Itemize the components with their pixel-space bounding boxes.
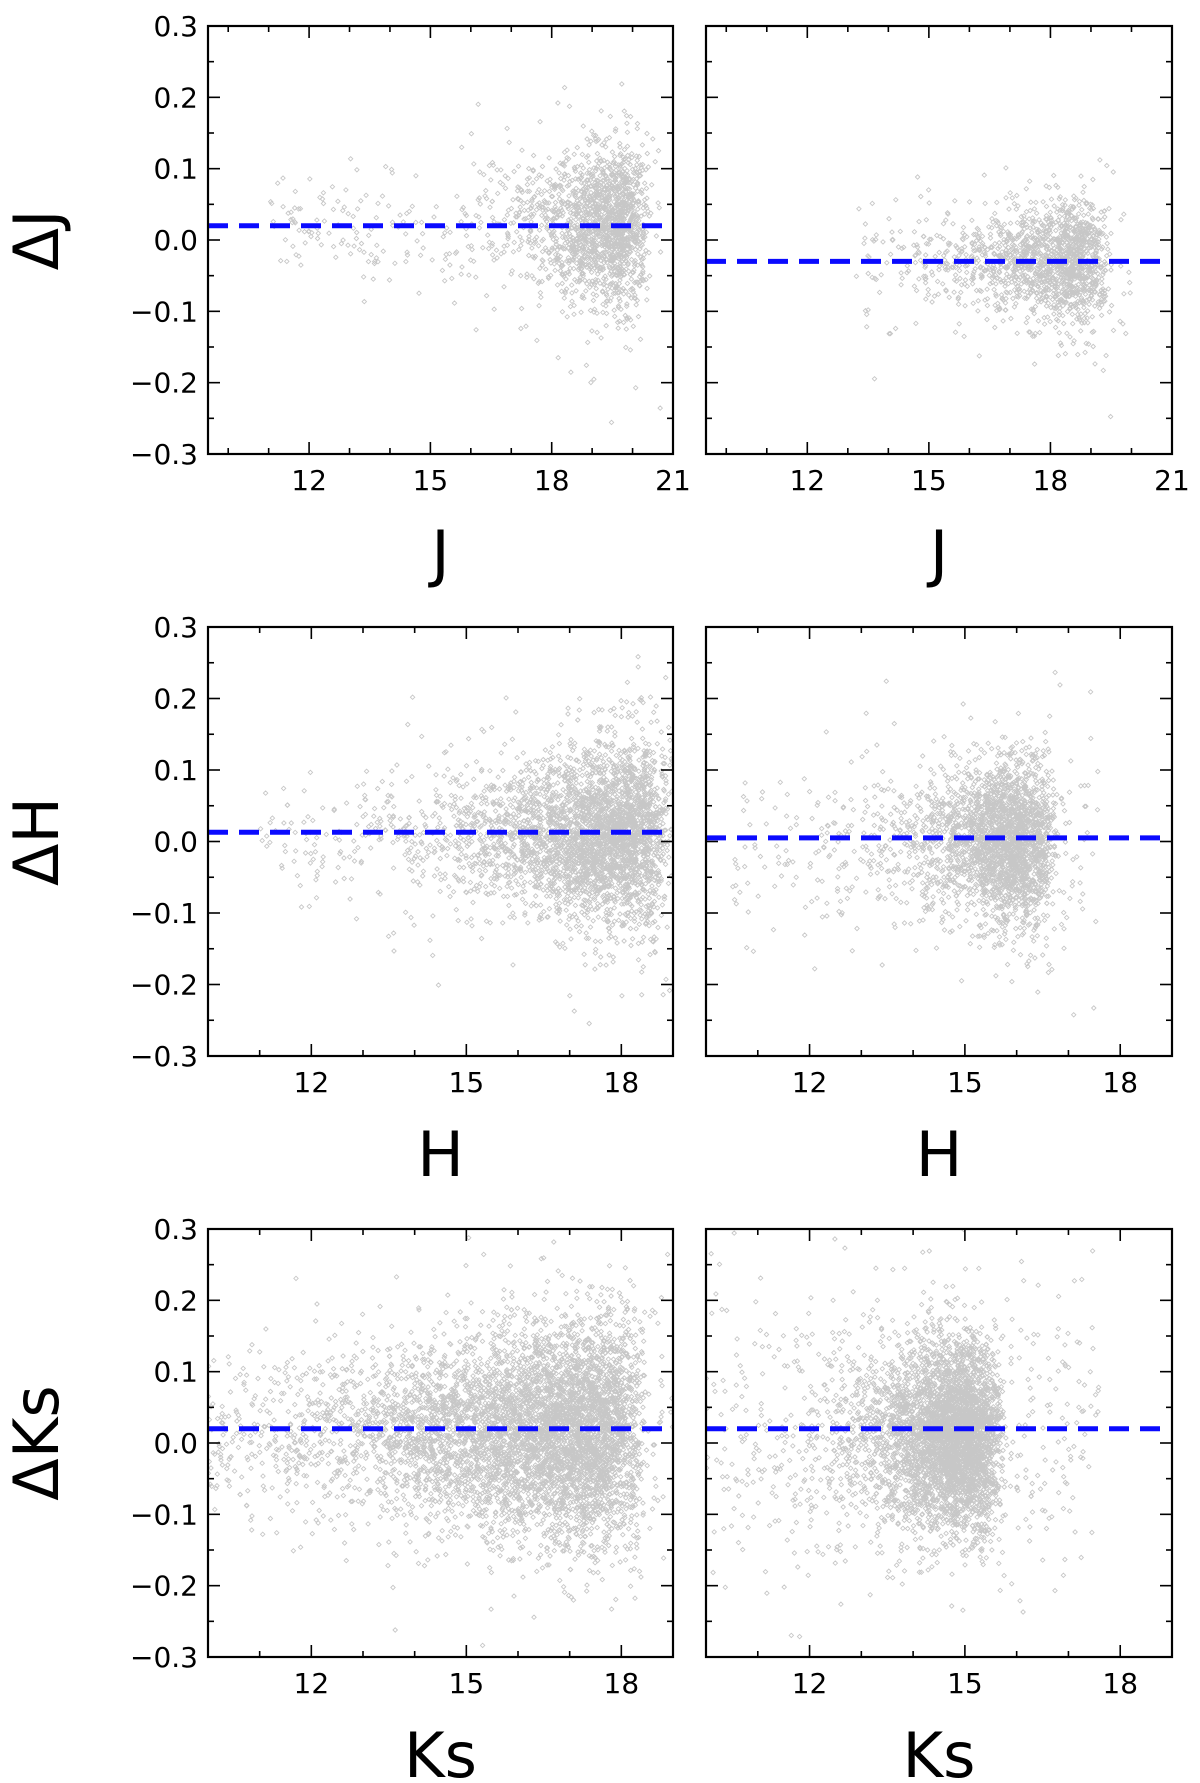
x-tick-label: 12 bbox=[792, 1066, 828, 1099]
scatter-points bbox=[853, 157, 1134, 420]
scatter-points bbox=[267, 81, 664, 426]
panel-5: 12 15 18 Ks bbox=[704, 1227, 1174, 1783]
y-tick-label: −0.1 bbox=[130, 897, 198, 930]
y-tick-label: −0.3 bbox=[130, 1040, 198, 1073]
y-tick-label: 0.0 bbox=[153, 826, 198, 859]
y-tick-label: 0.1 bbox=[153, 754, 198, 787]
y-tick-label: 0.2 bbox=[153, 683, 198, 716]
y-tick-label: 0.2 bbox=[153, 81, 198, 114]
y-tick-label: −0.1 bbox=[130, 1498, 198, 1531]
y-tick-label: 0.3 bbox=[153, 1213, 198, 1246]
x-tick-label: 15 bbox=[947, 1066, 983, 1099]
y-tick-label: 0.1 bbox=[153, 153, 198, 186]
y-tick-label: −0.1 bbox=[130, 295, 198, 328]
x-tick-label: 12 bbox=[294, 1066, 330, 1099]
y-axis-label: ΔKs bbox=[0, 1385, 73, 1500]
plot-frame bbox=[704, 24, 1174, 456]
y-tick-label: 0.3 bbox=[153, 10, 198, 43]
plot-frame bbox=[704, 625, 1174, 1058]
x-tick-label: 15 bbox=[449, 1066, 485, 1099]
scatter-point-markers bbox=[267, 81, 664, 426]
y-axis-label: ΔJ bbox=[0, 210, 73, 271]
y-tick-label: −0.3 bbox=[130, 438, 198, 471]
x-tick-label: 15 bbox=[413, 464, 449, 497]
y-tick-label: −0.2 bbox=[130, 367, 198, 400]
y-axis-label: ΔH bbox=[0, 797, 73, 886]
scatter-point-markers bbox=[208, 1234, 673, 1649]
x-axis-label: Ks bbox=[404, 1719, 477, 1783]
scatter-point-markers bbox=[853, 157, 1134, 420]
x-tick-label: 18 bbox=[1102, 1066, 1138, 1099]
x-tick-label: 15 bbox=[911, 464, 947, 497]
y-tick-label: −0.2 bbox=[130, 969, 198, 1002]
x-tick-label: 12 bbox=[789, 464, 825, 497]
scatter-points bbox=[729, 669, 1101, 1018]
y-tick-label: −0.2 bbox=[130, 1570, 198, 1603]
x-tick-label: 12 bbox=[294, 1667, 330, 1700]
x-tick-label: 21 bbox=[655, 464, 691, 497]
x-tick-label: 21 bbox=[1154, 464, 1190, 497]
panel-3: 12 15 18 H bbox=[704, 625, 1174, 1191]
x-tick-label: 15 bbox=[449, 1667, 485, 1700]
y-tick-label: 0.3 bbox=[153, 611, 198, 644]
scatter-point-markers bbox=[729, 669, 1101, 1018]
y-tick-label: −0.3 bbox=[130, 1641, 198, 1674]
x-axis-label: J bbox=[427, 517, 449, 590]
scatter-points bbox=[257, 653, 673, 1027]
x-tick-label: 18 bbox=[604, 1066, 640, 1099]
scatter-point-markers bbox=[706, 1229, 1102, 1640]
panel-2: 12 15 18 −0.3 −0.2 −0.1 0.0 0.1 0.2 0.3 H ΔH bbox=[0, 611, 675, 1191]
panel-4: 12 15 18 −0.3 −0.2 −0.1 0.0 0.1 0.2 0.3 Ks ΔKs bbox=[0, 1213, 675, 1783]
x-axis-label: Ks bbox=[903, 1719, 976, 1783]
y-tick-label: 0.2 bbox=[153, 1284, 198, 1317]
scatter-point-markers bbox=[257, 653, 673, 1027]
x-axis-label: J bbox=[926, 517, 948, 590]
x-tick-label: 12 bbox=[792, 1667, 828, 1700]
x-tick-label: 18 bbox=[1033, 464, 1069, 497]
panel-0: 12 15 18 21 −0.3 −0.2 −0.1 0.0 0.1 0.2 0.3 J ΔJ bbox=[0, 10, 691, 590]
y-tick-label: 0.1 bbox=[153, 1356, 198, 1389]
x-tick-label: 18 bbox=[534, 464, 570, 497]
x-tick-label: 18 bbox=[604, 1667, 640, 1700]
scatter-points bbox=[208, 1234, 673, 1649]
x-tick-label: 12 bbox=[291, 464, 327, 497]
x-tick-label: 18 bbox=[1102, 1667, 1138, 1700]
panel-1: 12 15 18 21 J bbox=[704, 24, 1190, 590]
y-tick-label: 0.0 bbox=[153, 1427, 198, 1460]
x-tick-label: 15 bbox=[947, 1667, 983, 1700]
scatter-points bbox=[706, 1229, 1102, 1640]
x-axis-label: H bbox=[417, 1118, 464, 1191]
x-axis-label: H bbox=[916, 1118, 963, 1191]
y-tick-label: 0.0 bbox=[153, 224, 198, 257]
